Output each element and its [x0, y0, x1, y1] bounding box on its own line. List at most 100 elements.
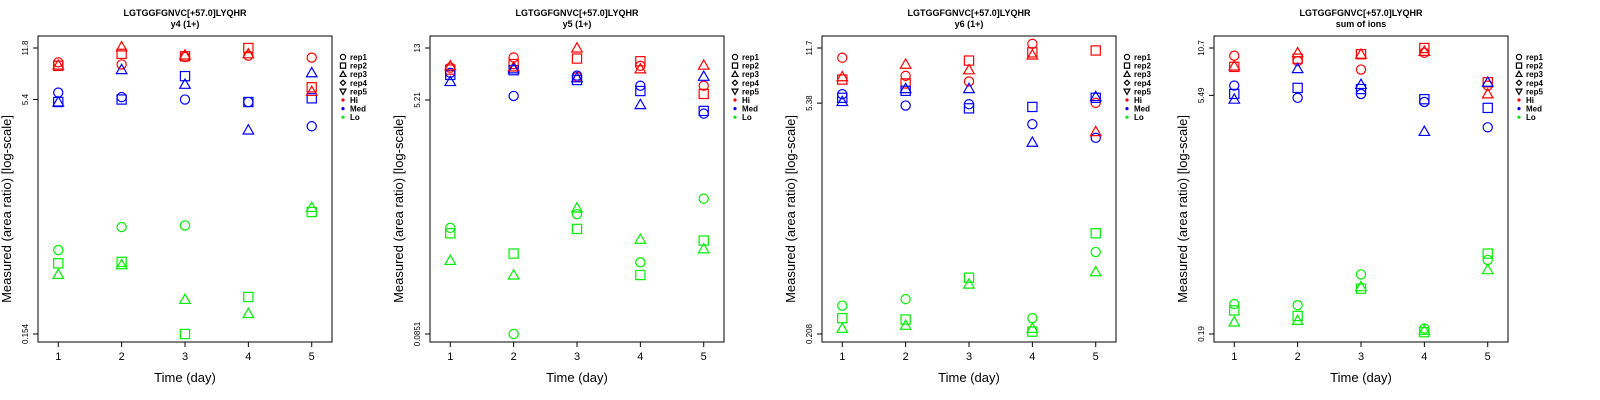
- x-tick-label: 5: [701, 351, 707, 363]
- chart-subtitle: y6 (1+): [955, 19, 984, 29]
- data-point-rep2: [306, 93, 317, 104]
- data-point-rep3: [1481, 87, 1495, 99]
- data-points: [835, 38, 1103, 337]
- data-point-rep3: [1089, 90, 1103, 102]
- y-axis-label: Measured (area ratio) [log-scale]: [1176, 115, 1190, 303]
- chart-panel-3: LGTGGFGNVC[+57.0]LYQHR y6 (1+) 1 2 3 4 5 0.208 5…: [784, 0, 1184, 400]
- y-tick-label: 0.0851: [413, 321, 422, 346]
- chart-panel-1: LGTGGFGNVC[+57.0]LYQHR y4 (1+) 1 2 3 4 5 0.154 5…: [0, 0, 400, 400]
- data-point-rep1: [179, 220, 191, 231]
- legend-label: rep3: [742, 70, 759, 79]
- data-point-rep3: [1418, 44, 1431, 56]
- y-tick-label: 5.21: [413, 92, 422, 108]
- legend-label: Lo: [350, 113, 360, 122]
- legend-label: Med: [1134, 105, 1150, 114]
- data-point-rep3: [115, 40, 128, 52]
- legend-symbol-rep1: [1123, 53, 1131, 61]
- data-point-rep2: [1229, 88, 1240, 100]
- legend-label: rep4: [1526, 79, 1543, 88]
- data-point-rep3: [1418, 323, 1431, 335]
- legend-label: Med: [742, 105, 758, 114]
- data-point-rep1: [1090, 132, 1101, 144]
- data-point-rep1: [179, 51, 191, 63]
- data-point-rep2: [243, 291, 254, 303]
- data-point-rep2: [963, 103, 975, 114]
- legend-symbol-rep1: [731, 53, 739, 61]
- legend-label: Lo: [1134, 113, 1144, 122]
- x-tick-label: 1: [447, 351, 453, 363]
- legend-symbol-lo: [341, 115, 345, 119]
- x-tick-label: 4: [1421, 351, 1427, 363]
- data-point-rep3: [1481, 75, 1495, 87]
- data-point-rep1: [963, 76, 975, 87]
- data-point-rep2: [116, 48, 127, 60]
- data-point-rep2: [1419, 42, 1430, 54]
- data-point-rep3: [443, 59, 457, 71]
- x-tick-label: 4: [637, 351, 643, 363]
- data-point-rep3: [51, 58, 65, 70]
- data-point-rep3: [697, 58, 711, 70]
- data-point-rep2: [1292, 53, 1303, 64]
- y-tick-label: 0.208: [805, 323, 814, 344]
- data-point-rep1: [837, 52, 848, 63]
- y-tick-label: 5.38: [805, 95, 814, 111]
- legend-symbol-rep5: [338, 88, 348, 96]
- data-point-rep3: [178, 292, 192, 305]
- data-point-rep3: [1227, 315, 1241, 327]
- x-tick-label: 2: [119, 351, 125, 363]
- legend-symbol-rep2: [1515, 62, 1523, 69]
- y-tick-label: 5.4: [21, 93, 30, 105]
- legend-symbol-med: [733, 107, 737, 111]
- data-point-rep2: [837, 312, 848, 324]
- data-point-rep2: [698, 88, 709, 100]
- data-point-rep2: [1090, 92, 1101, 104]
- legend-label: Lo: [742, 113, 752, 122]
- data-point-rep1: [243, 96, 254, 108]
- legend-symbol-rep5: [1122, 88, 1132, 96]
- data-point-rep3: [443, 75, 457, 87]
- data-point-rep2: [963, 272, 975, 283]
- data-point-rep3: [1089, 265, 1103, 277]
- data-point-rep2: [1482, 102, 1493, 114]
- data-point-rep1: [1482, 122, 1493, 133]
- data-point-rep2: [179, 328, 191, 340]
- data-point-rep1: [1027, 118, 1038, 130]
- legend-label: rep1: [1526, 53, 1543, 62]
- legend-symbol-med: [341, 107, 345, 111]
- x-tick-label: 5: [1485, 351, 1491, 363]
- data-point-rep1: [53, 244, 64, 256]
- x-tick-label: 4: [245, 351, 251, 363]
- data-point-rep2: [1292, 310, 1303, 322]
- data-point-rep3: [115, 63, 128, 75]
- legend-label: Hi: [350, 96, 358, 105]
- legend-label: Hi: [1526, 96, 1534, 105]
- data-point-rep1: [1292, 300, 1303, 311]
- data-point-rep3: [962, 277, 976, 289]
- data-point-rep1: [698, 193, 709, 204]
- data-point-rep1: [635, 257, 646, 268]
- data-point-rep2: [1090, 45, 1101, 56]
- legend-symbol-hi: [733, 98, 737, 102]
- data-point-rep3: [1291, 62, 1304, 74]
- legend-symbol-hi: [1517, 98, 1521, 102]
- data-point-rep3: [115, 258, 128, 270]
- legend-label: Med: [350, 105, 366, 114]
- data-point-rep3: [1354, 280, 1368, 292]
- data-point-rep3: [305, 84, 319, 97]
- legend-label: rep3: [1134, 70, 1151, 79]
- data-point-rep3: [178, 48, 192, 60]
- data-point-rep2: [1482, 248, 1493, 259]
- x-tick-label: 5: [1093, 351, 1099, 363]
- legend-label: rep2: [1526, 62, 1543, 71]
- legend-symbol-rep4: [1123, 79, 1131, 87]
- data-point-rep2: [1355, 283, 1367, 294]
- data-point-rep3: [634, 98, 647, 110]
- data-point-rep3: [443, 253, 457, 266]
- x-tick-label: 4: [1029, 351, 1035, 363]
- x-tick-label: 2: [1295, 351, 1301, 363]
- data-points: [443, 41, 711, 340]
- data-point-rep2: [1419, 93, 1430, 105]
- y-tick-label: 0.19: [1197, 326, 1206, 342]
